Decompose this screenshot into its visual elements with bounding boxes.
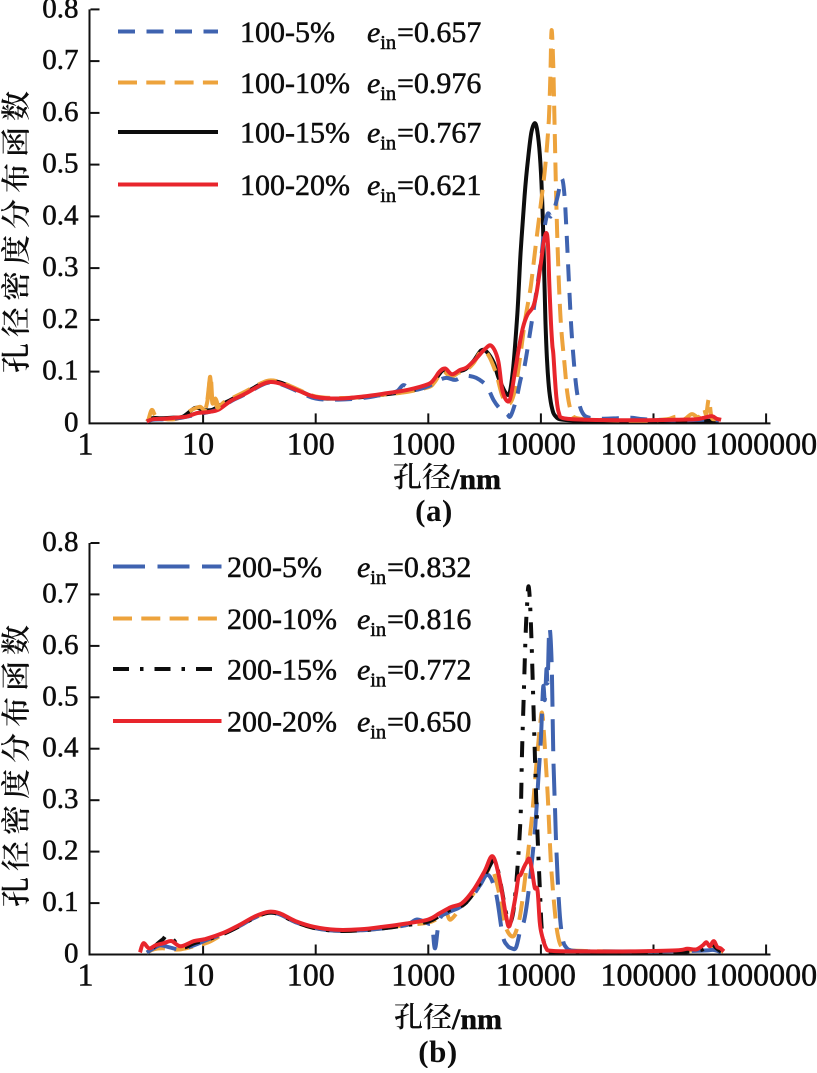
svg-text:e: e — [367, 117, 380, 150]
svg-text:0.7: 0.7 — [42, 44, 78, 76]
svg-text:=0.767: =0.767 — [397, 117, 481, 150]
svg-text:e: e — [357, 706, 370, 739]
svg-text:/nm: /nm — [451, 1003, 502, 1036]
svg-text:in: in — [380, 32, 396, 54]
svg-text:e: e — [357, 654, 370, 687]
svg-text:e: e — [367, 169, 380, 202]
svg-text:in: in — [380, 133, 396, 155]
svg-text:in: in — [370, 670, 386, 692]
svg-text:200-5%: 200-5% — [227, 551, 322, 584]
svg-text:10000: 10000 — [496, 957, 576, 993]
svg-text:/nm: /nm — [450, 463, 501, 496]
svg-text:200-20%: 200-20% — [227, 706, 337, 739]
svg-text:=0.816: =0.816 — [387, 603, 471, 636]
svg-text:e: e — [357, 603, 370, 636]
svg-text:0: 0 — [64, 938, 79, 970]
svg-text:0.8: 0.8 — [42, 526, 78, 558]
svg-text:100-5%: 100-5% — [240, 16, 335, 49]
svg-text:1000000: 1000000 — [705, 957, 817, 993]
svg-text:0.5: 0.5 — [42, 148, 78, 180]
svg-text:1000: 1000 — [391, 957, 455, 993]
svg-text:0.7: 0.7 — [42, 577, 78, 609]
svg-text:200-10%: 200-10% — [227, 603, 337, 636]
svg-text:100-20%: 100-20% — [240, 169, 350, 202]
svg-text:0.2: 0.2 — [42, 835, 78, 867]
svg-text:0.6: 0.6 — [42, 629, 78, 661]
svg-text:in: in — [370, 722, 386, 744]
svg-text:e: e — [367, 67, 380, 100]
svg-text:1: 1 — [78, 426, 94, 462]
svg-text:e: e — [357, 551, 370, 584]
svg-text:100000: 100000 — [601, 426, 697, 462]
svg-text:=0.976: =0.976 — [397, 67, 481, 100]
svg-text:0.1: 0.1 — [42, 886, 78, 918]
svg-text:0.4: 0.4 — [42, 199, 79, 231]
svg-text:0.8: 0.8 — [42, 0, 78, 24]
svg-text:200-15%: 200-15% — [227, 654, 337, 687]
svg-text:(a): (a) — [415, 493, 453, 528]
svg-text:100: 100 — [287, 426, 335, 462]
svg-text:=0.772: =0.772 — [387, 654, 471, 687]
svg-text:0.5: 0.5 — [42, 680, 78, 712]
svg-text:=0.832: =0.832 — [387, 551, 471, 584]
svg-text:0.6: 0.6 — [42, 96, 78, 128]
svg-text:(b): (b) — [418, 1034, 457, 1068]
svg-text:10: 10 — [182, 426, 214, 462]
svg-text:0: 0 — [64, 406, 79, 438]
svg-text:in: in — [380, 185, 396, 207]
svg-text:0.3: 0.3 — [42, 251, 78, 283]
svg-text:0.1: 0.1 — [42, 355, 78, 387]
svg-text:=0.621: =0.621 — [397, 169, 481, 202]
svg-text:10: 10 — [182, 957, 214, 993]
svg-text:1: 1 — [78, 957, 94, 993]
svg-text:100: 100 — [287, 957, 335, 993]
svg-text:100000: 100000 — [601, 957, 697, 993]
svg-text:e: e — [367, 16, 380, 49]
svg-text:in: in — [370, 567, 386, 589]
svg-text:0.2: 0.2 — [42, 303, 78, 335]
svg-text:=0.650: =0.650 — [387, 706, 471, 739]
svg-text:100-10%: 100-10% — [240, 67, 350, 100]
svg-text:1000: 1000 — [391, 426, 455, 462]
svg-text:100-15%: 100-15% — [240, 117, 350, 150]
svg-text:0.3: 0.3 — [42, 783, 78, 815]
svg-text:in: in — [380, 83, 396, 105]
svg-text:10000: 10000 — [496, 426, 576, 462]
svg-text:0.4: 0.4 — [42, 732, 79, 764]
svg-text:in: in — [370, 619, 386, 641]
svg-text:=0.657: =0.657 — [397, 16, 481, 49]
svg-text:1000000: 1000000 — [705, 426, 817, 462]
